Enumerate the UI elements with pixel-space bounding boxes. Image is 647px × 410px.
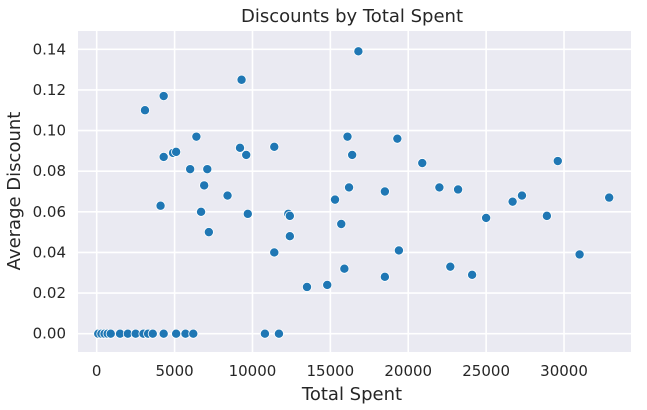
data-point	[269, 247, 280, 258]
data-point	[344, 182, 355, 193]
y-tick-labels: 0.00 0.02 0.04 0.06 0.08 0.10 0.12 0.14	[33, 40, 66, 342]
data-point	[139, 105, 150, 116]
data-point	[269, 141, 280, 152]
data-point	[330, 194, 341, 205]
data-point	[147, 328, 158, 339]
data-point	[259, 328, 270, 339]
data-point	[273, 328, 284, 339]
data-point	[347, 149, 358, 160]
data-point	[202, 164, 213, 175]
data-point	[353, 46, 364, 57]
data-point	[393, 245, 404, 256]
x-tick-label: 10000	[229, 362, 277, 380]
data-point	[158, 151, 169, 162]
data-point	[379, 186, 390, 197]
y-tick-label: 0.14	[33, 40, 66, 58]
data-point	[191, 131, 202, 142]
data-point	[379, 271, 390, 282]
data-point	[417, 158, 428, 169]
data-point	[322, 279, 333, 290]
data-point	[196, 206, 207, 217]
data-point	[339, 263, 350, 274]
x-tick-label: 0	[92, 362, 102, 380]
data-point	[155, 200, 166, 211]
data-point	[604, 192, 615, 203]
data-point	[342, 131, 353, 142]
x-tick-label: 5000	[155, 362, 193, 380]
y-tick-label: 0.12	[33, 81, 66, 99]
x-axis-label: Total Spent	[301, 384, 402, 405]
data-point	[199, 180, 210, 191]
y-tick-label: 0.04	[33, 243, 66, 261]
grid-lines	[78, 31, 631, 352]
y-tick-label: 0.02	[33, 284, 66, 302]
data-point	[105, 328, 116, 339]
data-point	[284, 231, 295, 242]
y-axis-label: Average Discount	[4, 112, 25, 271]
x-tick-label: 15000	[306, 362, 354, 380]
data-points	[93, 46, 615, 339]
data-point	[445, 261, 456, 272]
data-point	[434, 182, 445, 193]
x-tick-label: 20000	[384, 362, 432, 380]
data-point	[467, 269, 478, 280]
data-point	[185, 164, 196, 175]
data-point	[453, 184, 464, 195]
chart-title: Discounts by Total Spent	[241, 6, 463, 27]
data-point	[242, 208, 253, 219]
x-tick-labels: 0 5000 10000 15000 20000 25000 30000	[92, 362, 588, 380]
data-point	[552, 156, 563, 167]
data-point	[241, 149, 252, 160]
data-point	[541, 210, 552, 221]
y-tick-label: 0.00	[33, 325, 66, 343]
plot-background	[78, 31, 631, 352]
x-tick-label: 30000	[540, 362, 588, 380]
data-point	[481, 212, 492, 223]
data-point	[158, 328, 169, 339]
data-point	[188, 328, 199, 339]
data-point	[158, 91, 169, 102]
y-tick-label: 0.10	[33, 122, 66, 140]
data-point	[203, 227, 214, 238]
data-point	[516, 190, 527, 201]
data-point	[301, 281, 312, 292]
data-point	[284, 210, 295, 221]
data-point	[507, 196, 518, 207]
data-point	[236, 74, 247, 85]
y-tick-label: 0.08	[33, 162, 66, 180]
data-point	[235, 142, 246, 153]
x-tick-label: 25000	[462, 362, 510, 380]
data-point	[574, 249, 585, 260]
data-point	[222, 190, 233, 201]
y-tick-label: 0.06	[33, 203, 66, 221]
data-point	[336, 219, 347, 230]
data-point	[171, 328, 182, 339]
data-point	[171, 146, 182, 157]
data-point	[392, 133, 403, 144]
